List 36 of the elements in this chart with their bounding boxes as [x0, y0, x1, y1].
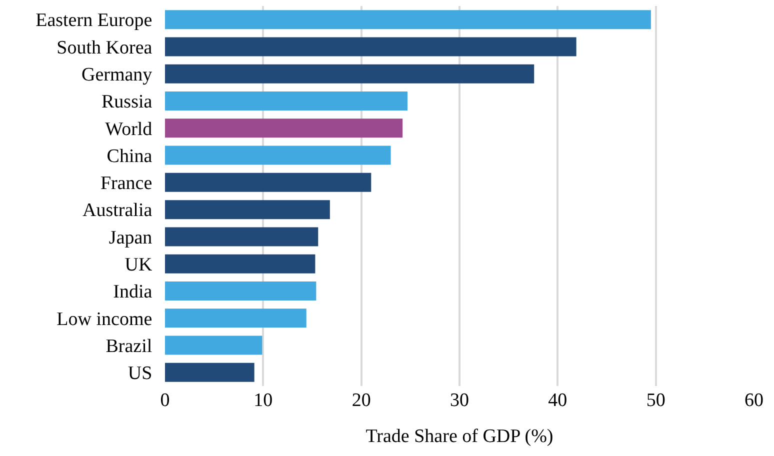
bar — [165, 282, 316, 300]
bar — [165, 172, 372, 192]
y-tick-label: Russia — [102, 92, 153, 113]
y-tick-label: World — [105, 118, 153, 140]
x-tick-label: 40 — [548, 390, 568, 411]
bar — [165, 336, 262, 355]
y-tick-label: Japan — [108, 227, 153, 248]
bar — [165, 64, 534, 84]
bar — [165, 10, 651, 30]
bar — [165, 92, 408, 110]
y-tick-label: India — [113, 282, 153, 303]
x-tick-label: 50 — [646, 390, 666, 411]
bar — [165, 227, 318, 246]
x-tick-label: 0 — [160, 390, 170, 411]
y-tick-label: France — [100, 173, 152, 194]
x-tick-label: 30 — [450, 390, 469, 411]
y-tick-label: Australia — [82, 200, 153, 222]
x-tick-label: 10 — [254, 390, 273, 411]
bar — [165, 146, 391, 165]
y-tick-label: China — [106, 146, 153, 167]
bar — [165, 308, 306, 328]
bar — [165, 37, 576, 56]
y-tick-label: Germany — [81, 64, 153, 86]
x-tick-label: 60 — [744, 390, 764, 411]
bar — [165, 254, 316, 274]
y-tick-label: UK — [124, 254, 152, 276]
bar — [165, 362, 254, 382]
x-axis-title: Trade Share of GDP (%) — [366, 426, 554, 447]
bar — [165, 200, 330, 220]
y-tick-label: Low income — [56, 308, 152, 330]
y-tick-label: US — [128, 363, 152, 384]
bar — [165, 118, 403, 138]
y-tick-label: Eastern Europe — [36, 10, 152, 32]
x-tick-label: 20 — [352, 390, 371, 411]
y-tick-label: South Korea — [56, 37, 153, 58]
y-tick-label: Brazil — [106, 336, 152, 357]
